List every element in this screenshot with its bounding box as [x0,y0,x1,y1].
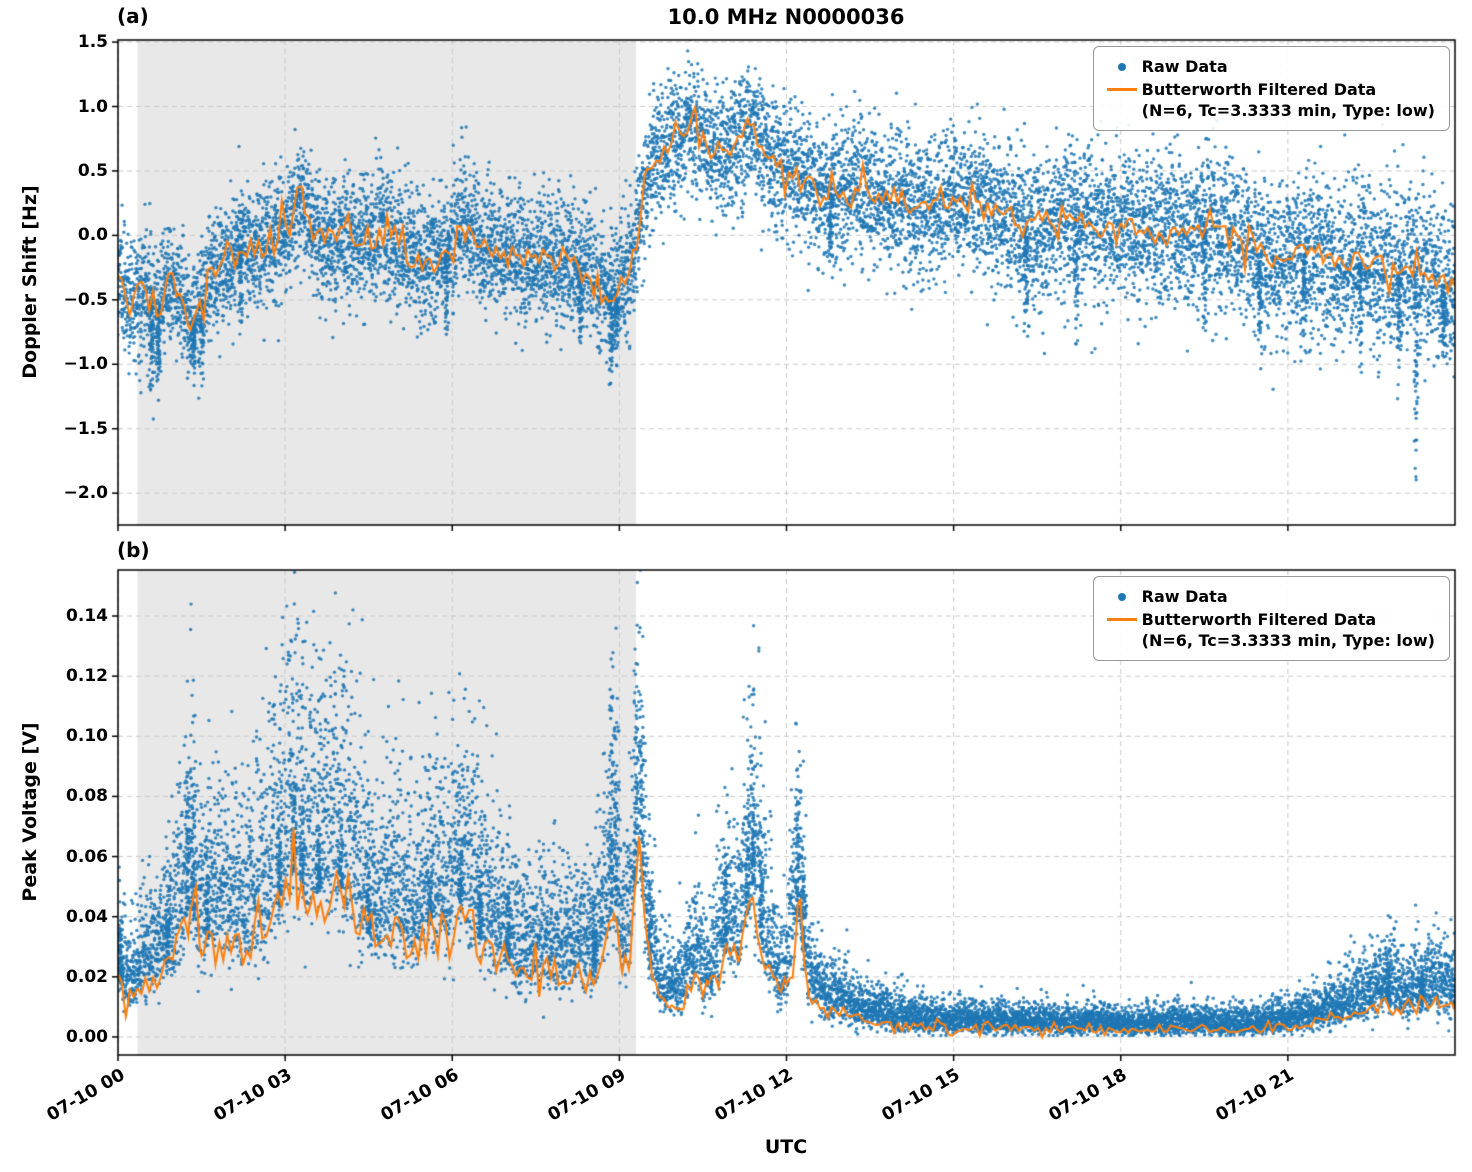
y-tick-label: 0.04 [66,906,108,927]
y-tick-label: 0.10 [66,726,108,747]
filtered-line-marker-icon [1106,618,1137,621]
y-tick-label: 1.5 [77,32,108,53]
y-tick-label: 0.5 [77,160,108,181]
y-tick-label: −2.0 [63,483,108,504]
legend-label: Butterworth Filtered Data (N=6, Tc=3.3333… [1141,80,1435,120]
y-tick-label: 0.0 [77,225,108,246]
chart-title: 10.0 MHz N0000036 [667,5,905,29]
raw-data-marker-icon [1117,592,1126,601]
panel-label-a: (a) [117,4,149,28]
legend: Raw Data Butterworth Filtered Data (N=6, T… [1092,576,1450,661]
filtered-line-marker-icon [1106,88,1137,91]
y-axis-label-doppler: Doppler Shift [Hz] [19,185,41,379]
panel-label-b: (b) [117,538,150,562]
y-tick-label: −0.5 [63,289,108,310]
y-tick-label: −1.5 [63,418,108,439]
legend: Raw Data Butterworth Filtered Data (N=6, T… [1092,46,1450,131]
legend-label: Raw Data [1141,587,1228,606]
y-tick-label: 0.06 [66,846,108,867]
legend-label: Butterworth Filtered Data (N=6, Tc=3.3333… [1141,610,1435,650]
y-axis-label-voltage: Peak Voltage [V] [19,722,41,902]
y-tick-label: 1.0 [77,96,108,117]
y-tick-label: −1.0 [63,354,108,375]
y-tick-label: 0.12 [66,666,108,687]
y-tick-label: 0.14 [66,606,108,626]
x-axis-label: UTC [764,1136,808,1158]
y-tick-label: 0.02 [66,966,108,987]
legend-label: Raw Data [1141,57,1228,76]
y-tick-label: 0.00 [66,1026,108,1047]
y-tick-label: 0.08 [66,786,108,807]
raw-data-marker-icon [1117,62,1126,71]
